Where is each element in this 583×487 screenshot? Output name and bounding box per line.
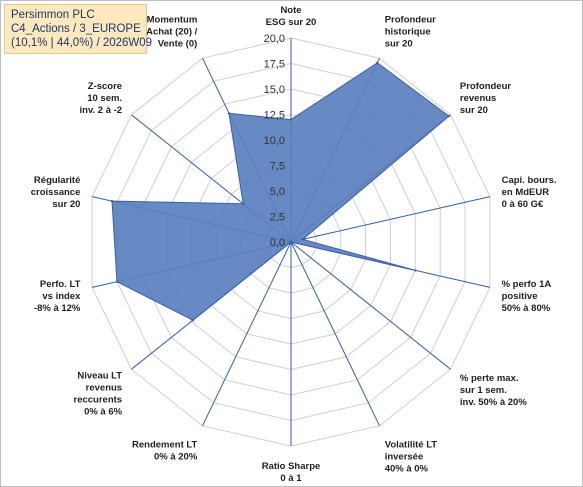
- axis-label-line: Perfo. LT: [40, 279, 81, 290]
- axis-label-line: % perte max.: [460, 373, 519, 384]
- axis-label: Volatilité LT inversée 40% à 0%: [385, 440, 438, 475]
- tick-label: 5,0: [270, 186, 285, 198]
- series-point: [447, 114, 451, 118]
- axis-label-line: historique: [385, 26, 431, 37]
- tick-label: 17,5: [264, 59, 285, 71]
- axis-label-line: Profondeur: [460, 81, 511, 92]
- axis-label-line: -8% à 12%: [34, 303, 81, 314]
- axis-label-line: Momentum: [147, 14, 198, 25]
- axis-label-line: Ratio Sharpe: [262, 461, 321, 472]
- axis-label: Profondeur historique sur 20: [385, 14, 436, 49]
- axis-label-line: Capi. bours.: [502, 175, 557, 186]
- radar-tick-labels: 0,0 2,5 5,0 7,5 10,0 12,5 15,0 17,5 20,0: [264, 33, 285, 249]
- axis-label-line: 0 à 60 G€: [502, 199, 544, 210]
- axis-label-line: Z-score: [88, 81, 122, 92]
- series-point: [301, 238, 305, 241]
- series-point: [227, 112, 231, 115]
- title-box: Persimmon PLC C4_Actions / 3_EUROPE (10,…: [4, 4, 153, 54]
- axis-label: Rendement LT 0% à 20%: [132, 440, 198, 463]
- axis-label-line: revenus: [460, 93, 496, 104]
- title-category: C4_Actions / 3_EUROPE: [11, 23, 141, 35]
- tick-label: 7,5: [270, 161, 285, 173]
- axis-label-line: positive: [502, 291, 538, 302]
- series-area: [111, 62, 450, 321]
- series-point: [242, 202, 245, 205]
- axis-label-line: reccurents: [74, 395, 123, 406]
- axis-label-line: Vente (0): [158, 38, 198, 49]
- axis-label-line: % perfo 1A: [502, 279, 552, 290]
- axis-label-line: Volatilité LT: [385, 440, 438, 451]
- axis-label: Profondeur revenus sur 20: [460, 81, 511, 116]
- axis-label-line: inv. 50% à 20%: [460, 397, 527, 408]
- axis-label-line: croissance: [31, 187, 81, 198]
- title-stats: (10,1% | 44,0%) / 2026W09: [11, 37, 153, 49]
- axis-label-line: sur 20: [460, 105, 488, 116]
- tick-label: 10,0: [264, 135, 285, 147]
- series-point: [414, 269, 417, 272]
- axis-label-line: Rendement LT: [132, 440, 197, 451]
- tick-label: 0,0: [270, 237, 285, 249]
- tick-label: 2,5: [270, 212, 285, 224]
- axis-label-line: 50% à 80%: [502, 303, 551, 314]
- axis-label-line: sur 20: [385, 38, 413, 49]
- series-point: [289, 240, 293, 244]
- axis-label-line: 0 à 1: [280, 473, 302, 484]
- axis-label: Z-score 10 sem. inv. 2 à -2: [80, 81, 123, 116]
- axis-label-line: 0% à 6%: [84, 407, 123, 418]
- axis-label-line: 40% à 0%: [385, 464, 429, 475]
- axis-label-line: ESG sur 20: [266, 17, 317, 28]
- axis-label-line: Note: [280, 5, 301, 16]
- series-point: [115, 280, 119, 283]
- axis-spoke: [202, 241, 292, 427]
- axis-label: Ratio Sharpe 0 à 1: [262, 461, 321, 484]
- axis-label-line: sur 1 sem.: [460, 385, 507, 396]
- axis-label-line: vs index: [42, 291, 81, 302]
- axis-spoke: [290, 241, 451, 370]
- radar-series: [110, 61, 451, 322]
- axis-label-line: Profondeur: [385, 14, 436, 25]
- axis-spoke: [290, 241, 380, 427]
- axis-label-line: 0% à 20%: [154, 452, 198, 463]
- axis-label: Perfo. LT vs index -8% à 12%: [34, 279, 81, 314]
- axis-label-line: 10 sem.: [87, 93, 122, 104]
- axis-label: Momentum Achat (20) / Vente (0): [146, 14, 198, 49]
- axis-label-line: sur 20: [52, 199, 80, 210]
- radar-axis-labels: Note ESG sur 20 Profondeur historique sur 20…: [31, 5, 557, 484]
- series-point: [289, 118, 293, 121]
- tick-label: 12,5: [264, 110, 285, 122]
- axis-label-line: Achat (20) /: [146, 26, 198, 37]
- axis-label-line: Niveau LT: [77, 371, 122, 382]
- axis-label-line: inv. 2 à -2: [80, 105, 123, 116]
- axis-label: Capi. bours. en MdEUR 0 à 60 G€: [502, 175, 557, 210]
- axis-spoke: [290, 196, 491, 243]
- axis-label: Niveau LT revenus reccurents 0% à 6%: [74, 371, 123, 418]
- series-point: [191, 319, 195, 322]
- axis-label-line: inversée: [385, 452, 424, 463]
- series-point: [376, 61, 379, 64]
- tick-label: 20,0: [264, 33, 285, 45]
- axis-label: Régularité croissance sur 20: [31, 175, 81, 210]
- axis-label: % perte max. sur 1 sem. inv. 50% à 20%: [460, 373, 527, 408]
- title-company: Persimmon PLC: [11, 9, 95, 21]
- axis-label: % perfo 1A positive 50% à 80%: [502, 279, 552, 314]
- axis-label-line: Régularité: [34, 175, 80, 186]
- axis-label-line: en MdEUR: [502, 187, 550, 198]
- series-point: [110, 199, 114, 203]
- axis-label-line: revenus: [86, 383, 122, 394]
- tick-label: 15,0: [264, 84, 285, 96]
- axis-label: Note ESG sur 20: [266, 5, 317, 28]
